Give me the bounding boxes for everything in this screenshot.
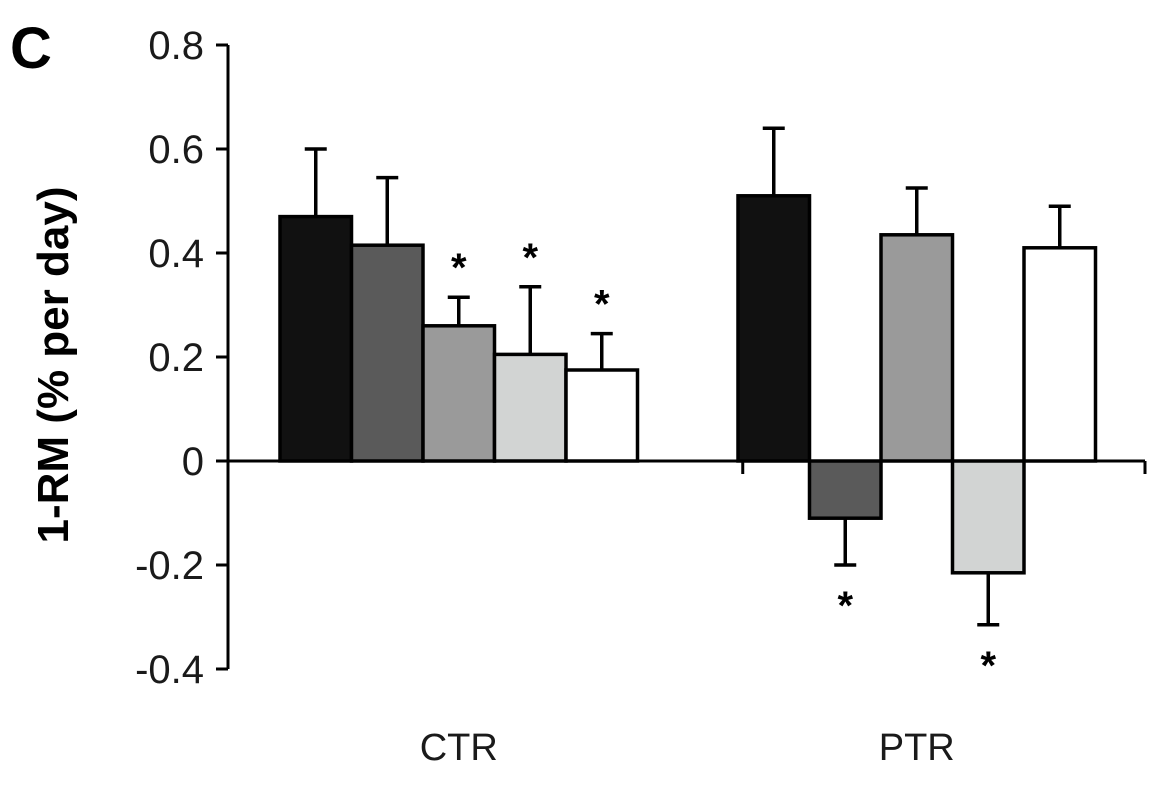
bar bbox=[807, 459, 883, 520]
bar bbox=[349, 243, 425, 463]
bar bbox=[736, 194, 812, 463]
y-tick-label: 0.2 bbox=[148, 336, 204, 380]
y-tick-label: 0.4 bbox=[148, 232, 204, 276]
x-axis bbox=[228, 459, 1147, 474]
panel-label: C bbox=[10, 16, 52, 81]
bar bbox=[492, 352, 568, 463]
y-tick-label: 0.8 bbox=[148, 24, 204, 68]
significance-marker: * bbox=[522, 236, 538, 280]
y-tick-label: -0.2 bbox=[135, 544, 204, 588]
significance-marker: * bbox=[451, 246, 467, 290]
category-label: PTR bbox=[879, 727, 955, 769]
bar bbox=[879, 233, 955, 463]
bar bbox=[1022, 246, 1098, 463]
bar bbox=[950, 459, 1026, 575]
y-tick-label: -0.4 bbox=[135, 648, 204, 692]
y-tick-label: 0 bbox=[182, 440, 204, 484]
y-axis: 0.8 0.6 0.4 0.2 0 -0.2 -0.4 bbox=[135, 24, 230, 692]
y-axis-title: 1-RM (% per day) bbox=[29, 187, 78, 544]
y-tick-label: 0.6 bbox=[148, 128, 204, 172]
significance-marker: * bbox=[837, 584, 853, 628]
bar bbox=[421, 324, 497, 463]
category-labels: CTR PTR bbox=[420, 727, 955, 769]
bars: * * * * * bbox=[278, 126, 1098, 688]
category-label: CTR bbox=[420, 727, 498, 769]
significance-marker: * bbox=[980, 644, 996, 688]
bar bbox=[278, 214, 354, 463]
significance-marker: * bbox=[594, 283, 610, 327]
bar bbox=[564, 368, 640, 463]
